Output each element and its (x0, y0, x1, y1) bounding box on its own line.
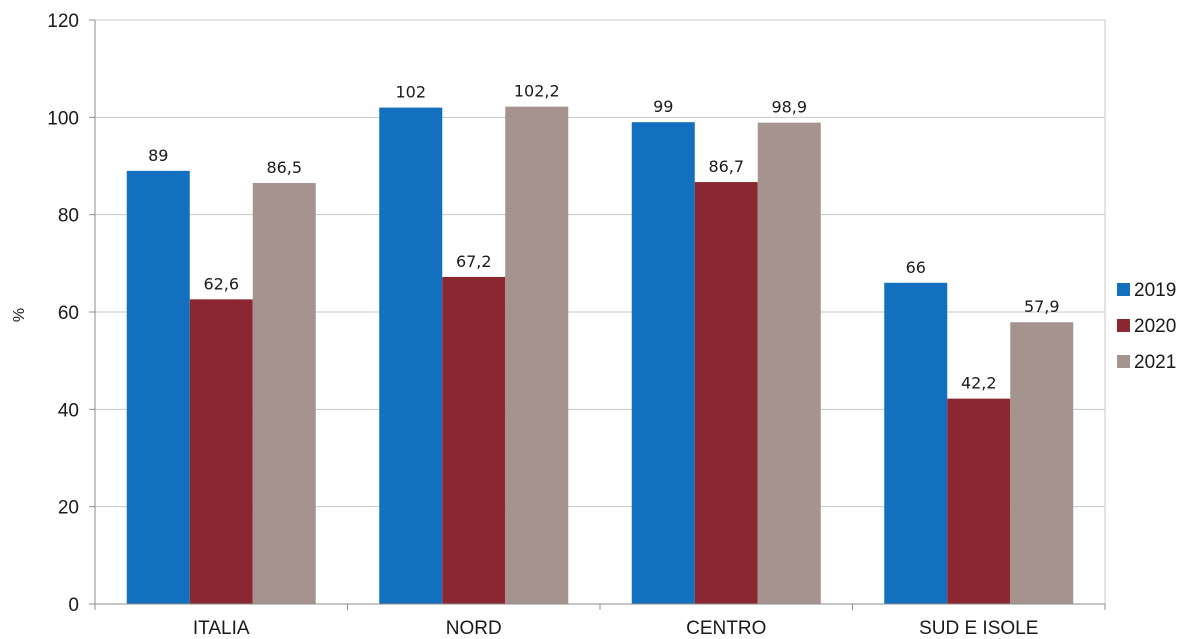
x-category-label: CENTRO (686, 618, 766, 639)
y-tick-label: 40 (58, 400, 79, 421)
y-tick-label: 80 (58, 206, 79, 227)
data-label: 57,9 (1024, 297, 1060, 316)
legend-swatch-2020 (1117, 319, 1130, 332)
bars (126, 106, 1074, 605)
legend-swatch-2021 (1117, 355, 1130, 368)
bar-2020-nord (442, 276, 506, 604)
axes (89, 19, 1106, 610)
data-label: 62,6 (203, 274, 239, 293)
data-label: 86,7 (708, 157, 744, 176)
legend: 2019 2020 2021 (1117, 280, 1176, 373)
y-tick-label: 100 (47, 108, 79, 129)
x-axis-labels: ITALIA NORD CENTRO SUD E ISOLE (193, 618, 1039, 639)
bar-2019-centro (631, 122, 695, 604)
bar-2020-centro (694, 182, 758, 604)
x-category-label: SUD E ISOLE (919, 618, 1038, 639)
bar-2021-italia (252, 183, 316, 605)
bar-2019-nord (379, 107, 443, 604)
x-category-label: NORD (446, 618, 502, 639)
legend-label-2019: 2019 (1134, 280, 1176, 301)
data-label: 42,2 (961, 374, 997, 393)
legend-label-2020: 2020 (1134, 316, 1176, 337)
y-tick-label: 20 (58, 498, 79, 519)
y-tick-label: 120 (47, 11, 79, 32)
data-label: 67,2 (456, 252, 492, 271)
y-tick-label: 60 (58, 303, 79, 324)
bar-2019-italia (126, 170, 190, 604)
bar-2020-italia (189, 299, 253, 604)
y-axis-ticks: 0 20 40 60 80 100 120 (47, 11, 79, 616)
data-label: 66 (906, 258, 926, 277)
y-axis-label: % (11, 308, 28, 322)
x-category-label: ITALIA (193, 618, 250, 639)
data-labels: 89 62,6 86,5 102 67,2 102,2 99 86,7 98,9 66 42,2 57… (148, 82, 1059, 393)
data-label: 102,2 (514, 82, 560, 101)
y-tick-label: 0 (68, 595, 79, 616)
data-label: 102 (395, 83, 426, 102)
bar-2021-centro (757, 122, 821, 604)
data-label: 86,5 (266, 158, 302, 177)
bar-2021-nord (505, 106, 569, 605)
bar-2021-sud-e-isole (1010, 322, 1074, 604)
data-label: 99 (653, 97, 673, 116)
legend-swatch-2019 (1117, 283, 1130, 296)
data-label: 89 (148, 146, 168, 165)
data-label: 98,9 (771, 98, 807, 117)
bar-2020-sud-e-isole (947, 398, 1011, 604)
bar-2019-sud-e-isole (884, 282, 948, 604)
legend-label-2021: 2021 (1134, 352, 1176, 373)
